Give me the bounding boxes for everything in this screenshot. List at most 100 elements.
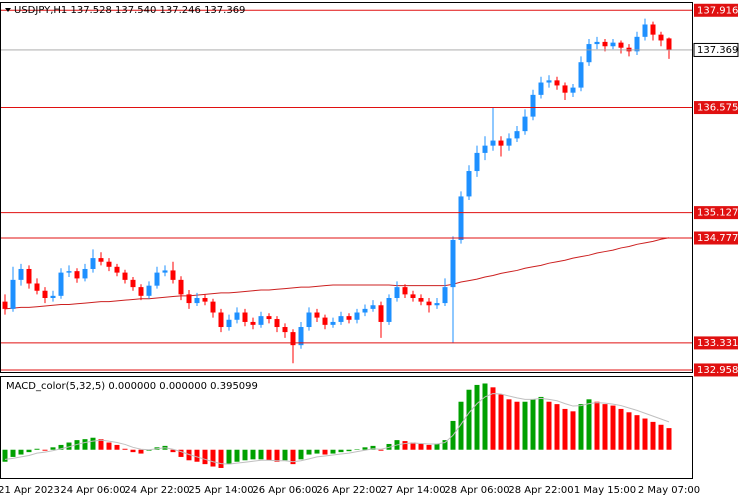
candle-body bbox=[98, 258, 104, 262]
macd-bar bbox=[322, 449, 328, 455]
x-tick-label: 28 Apr 22:00 bbox=[508, 485, 573, 496]
macd-bar bbox=[554, 404, 560, 450]
candle-body bbox=[2, 301, 8, 309]
candle-body bbox=[498, 140, 504, 146]
macd-bar bbox=[482, 383, 488, 450]
candle-body bbox=[42, 290, 48, 298]
candle-body bbox=[58, 272, 64, 296]
candle-body bbox=[666, 38, 672, 50]
candle-body bbox=[282, 327, 288, 333]
macd-bar bbox=[306, 449, 312, 455]
candle-body bbox=[202, 298, 208, 302]
macd-bar bbox=[106, 442, 112, 450]
candle-body bbox=[26, 268, 32, 284]
macd-bar bbox=[602, 404, 608, 450]
macd-bar bbox=[250, 449, 256, 460]
macd-bar bbox=[194, 449, 200, 462]
candle-body bbox=[634, 36, 640, 52]
candle-body bbox=[114, 266, 120, 273]
menu-arrow bbox=[5, 8, 11, 12]
candle-body bbox=[290, 332, 296, 346]
macd-bar bbox=[42, 449, 48, 451]
candle-body bbox=[490, 140, 496, 146]
candle-body bbox=[258, 316, 264, 325]
x-tick-label: 24 Apr 06:00 bbox=[60, 485, 125, 496]
price-frame bbox=[0, 2, 693, 373]
candle-body bbox=[298, 327, 304, 346]
x-tick-label: 28 Apr 06:00 bbox=[444, 485, 509, 496]
macd-bar bbox=[122, 448, 128, 450]
macd-bar bbox=[26, 449, 32, 453]
macd-bar bbox=[562, 408, 568, 450]
candle-body bbox=[546, 80, 552, 83]
level-box bbox=[694, 363, 738, 377]
macd-bar bbox=[18, 449, 24, 455]
macd-bar bbox=[242, 449, 248, 461]
macd-bar bbox=[362, 447, 368, 450]
macd-bar bbox=[282, 449, 288, 461]
candle-body bbox=[642, 24, 648, 37]
macd-bar bbox=[402, 441, 408, 450]
candle-body bbox=[466, 171, 472, 197]
signal-line bbox=[4, 393, 670, 465]
x-tick-label: 21 Apr 2023 bbox=[0, 485, 60, 496]
macd-bar bbox=[290, 449, 296, 465]
candle-body bbox=[354, 312, 360, 320]
x-tick-label: 2 May 07:00 bbox=[638, 485, 700, 496]
level-box bbox=[694, 231, 738, 245]
candle-body bbox=[50, 295, 56, 298]
macd-bar bbox=[330, 449, 336, 454]
candle-body bbox=[146, 285, 152, 296]
candle-body bbox=[170, 270, 176, 280]
macd-bar bbox=[626, 412, 632, 450]
candle-body bbox=[458, 196, 464, 240]
x-tick-label: 26 Apr 22:00 bbox=[316, 485, 381, 496]
macd-bar bbox=[58, 444, 64, 450]
candle-body bbox=[658, 34, 664, 41]
candle-body bbox=[242, 312, 248, 322]
level-box bbox=[694, 101, 738, 115]
candle-body bbox=[74, 271, 80, 279]
candle-body bbox=[346, 316, 352, 320]
macd-bar bbox=[218, 449, 224, 468]
candle-body bbox=[402, 287, 408, 295]
candle-body bbox=[586, 44, 592, 63]
candle-body bbox=[562, 85, 568, 93]
candle-body bbox=[34, 283, 40, 291]
level-box bbox=[694, 336, 738, 350]
candle-body bbox=[362, 308, 368, 313]
macd-bar bbox=[226, 449, 232, 465]
macd-bar bbox=[202, 449, 208, 465]
macd-bar bbox=[490, 387, 496, 450]
macd-bar bbox=[370, 445, 376, 450]
x-tick-label: 1 May 15:00 bbox=[574, 485, 636, 496]
macd-bar bbox=[594, 401, 600, 450]
current-price-box bbox=[693, 42, 739, 57]
macd-bar bbox=[634, 415, 640, 450]
candle-body bbox=[154, 272, 160, 286]
macd-bar bbox=[530, 399, 536, 450]
candle-body bbox=[506, 138, 512, 146]
candle-body bbox=[194, 298, 200, 304]
macd-bar bbox=[354, 449, 360, 450]
macd-bar bbox=[50, 447, 56, 450]
macd-bar bbox=[314, 449, 320, 454]
macd-bar bbox=[210, 449, 216, 467]
candle-body bbox=[106, 261, 112, 267]
candle-body bbox=[578, 62, 584, 88]
macd-bar bbox=[90, 437, 96, 450]
candle-body bbox=[186, 294, 192, 304]
candle-body bbox=[618, 42, 624, 48]
macd-bar bbox=[586, 399, 592, 450]
macd-bar bbox=[114, 444, 120, 450]
macd-bar bbox=[610, 405, 616, 450]
candle-body bbox=[10, 279, 16, 309]
macd-bar bbox=[418, 443, 424, 450]
macd-bar bbox=[338, 449, 344, 453]
candle-body bbox=[626, 47, 632, 52]
candle-body bbox=[650, 24, 656, 35]
macd-bar bbox=[538, 396, 544, 450]
candle-body bbox=[234, 312, 240, 320]
macd-bar bbox=[234, 449, 240, 462]
